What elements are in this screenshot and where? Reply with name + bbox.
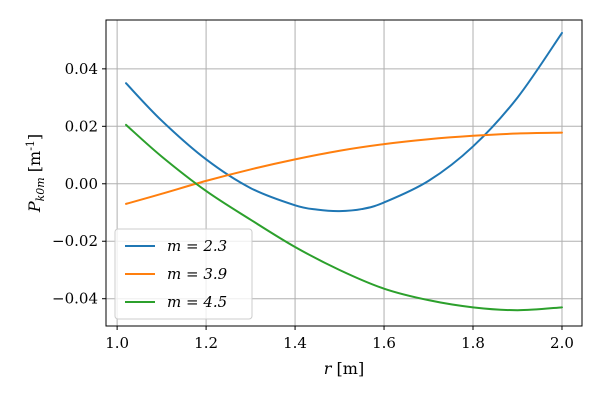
legend-label-1: m = 2.3 (167, 237, 227, 255)
x-tick-label: 1.6 (372, 334, 396, 352)
legend-box (114, 228, 253, 320)
x-tick-label: 1.8 (461, 334, 485, 352)
series-lines (125, 31, 563, 312)
plot-area-frame (105, 19, 583, 327)
y-tick-label: −0.04 (52, 290, 98, 308)
x-tick-label: 1.0 (105, 334, 129, 352)
y-axis-label: Pk0m [m-1] (24, 134, 47, 213)
x-tick-label: 2.0 (550, 334, 574, 352)
legend: m = 2.3 m = 3.9 m = 4.5 (114, 228, 253, 320)
y-tick-label: 0.02 (65, 117, 98, 135)
y-tick-label: −0.02 (52, 232, 98, 250)
y-tick-label: 0.00 (65, 175, 98, 193)
y-axis-label-close: ] (25, 134, 44, 140)
y-axis-label-unit: [m (25, 151, 44, 178)
y-tick-label: 0.04 (65, 60, 98, 78)
x-axis-label-symbol: r (324, 359, 333, 378)
x-tick-label: 1.4 (283, 334, 307, 352)
series-line-3 (125, 123, 563, 312)
legend-label-2: m = 3.9 (167, 265, 228, 283)
x-axis-label-unit: [m] (331, 359, 364, 378)
series-line-1 (125, 31, 563, 213)
series-line-2 (125, 131, 563, 205)
x-tick-label: 1.2 (194, 334, 218, 352)
legend-label-3: m = 4.5 (167, 293, 227, 311)
axis-ticks: 1.0 1.2 1.4 1.6 1.8 2.0 −0.04 −0.02 0.00 0.02 0.04 (52, 60, 574, 352)
x-axis-label: r [m] (324, 359, 364, 378)
y-axis-label-subscript: k0m (34, 177, 47, 201)
y-axis-label-exponent: -1 (24, 140, 37, 151)
y-axis-label-symbol: P (25, 201, 44, 213)
